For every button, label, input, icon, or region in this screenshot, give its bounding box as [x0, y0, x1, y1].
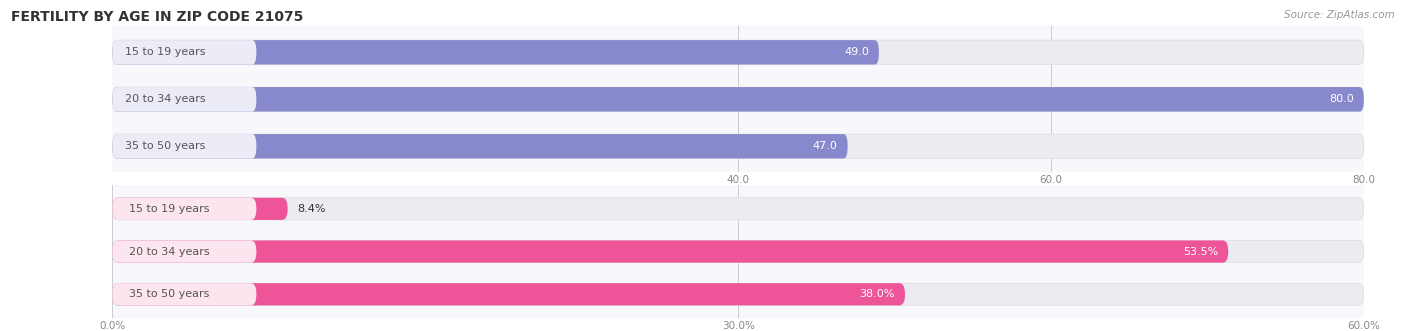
FancyBboxPatch shape [112, 134, 848, 159]
FancyBboxPatch shape [112, 40, 1364, 65]
Text: 20 to 34 years: 20 to 34 years [125, 94, 205, 104]
FancyBboxPatch shape [112, 134, 256, 159]
FancyBboxPatch shape [112, 87, 1364, 112]
Text: 15 to 19 years: 15 to 19 years [125, 47, 205, 57]
Text: 35 to 50 years: 35 to 50 years [129, 289, 209, 299]
FancyBboxPatch shape [112, 283, 1364, 306]
Text: Source: ZipAtlas.com: Source: ZipAtlas.com [1284, 10, 1395, 20]
Text: 8.4%: 8.4% [298, 204, 326, 214]
Text: 20 to 34 years: 20 to 34 years [129, 247, 209, 257]
FancyBboxPatch shape [112, 283, 256, 306]
FancyBboxPatch shape [112, 40, 879, 65]
Text: 80.0: 80.0 [1329, 94, 1354, 104]
FancyBboxPatch shape [112, 198, 256, 220]
FancyBboxPatch shape [112, 134, 1364, 159]
FancyBboxPatch shape [112, 40, 256, 65]
Text: 15 to 19 years: 15 to 19 years [129, 204, 209, 214]
Text: 47.0: 47.0 [813, 141, 838, 151]
FancyBboxPatch shape [112, 87, 1364, 112]
FancyBboxPatch shape [112, 87, 256, 112]
FancyBboxPatch shape [112, 240, 1364, 263]
FancyBboxPatch shape [112, 240, 256, 263]
FancyBboxPatch shape [112, 198, 288, 220]
Text: 53.5%: 53.5% [1182, 247, 1218, 257]
Text: 49.0: 49.0 [844, 47, 869, 57]
FancyBboxPatch shape [112, 198, 1364, 220]
Text: 38.0%: 38.0% [859, 289, 896, 299]
FancyBboxPatch shape [112, 240, 1229, 263]
Text: FERTILITY BY AGE IN ZIP CODE 21075: FERTILITY BY AGE IN ZIP CODE 21075 [11, 10, 304, 24]
Text: 35 to 50 years: 35 to 50 years [125, 141, 205, 151]
FancyBboxPatch shape [112, 283, 905, 306]
